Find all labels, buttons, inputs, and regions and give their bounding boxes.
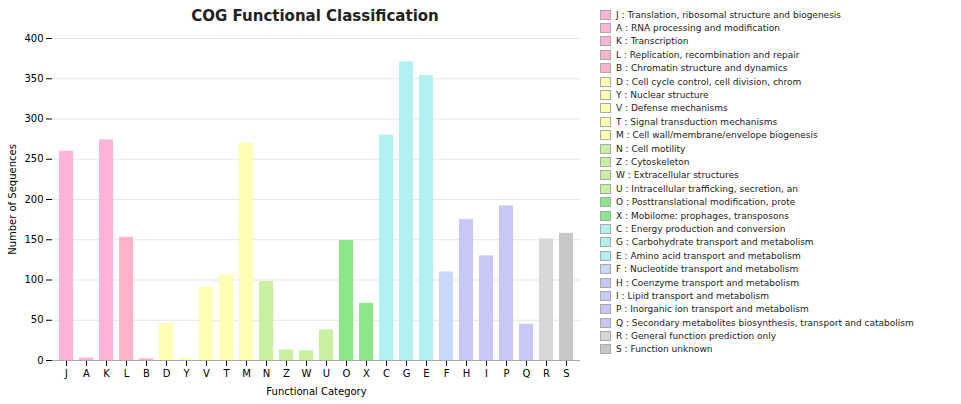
svg-text:W: W bbox=[302, 368, 312, 379]
svg-text:Functional Category: Functional Category bbox=[266, 386, 366, 397]
html-text:R : General function predictio: R : General function prediction only bbox=[616, 331, 776, 342]
html-text:P : Inorganic ion transport an: P : Inorganic ion transport and metaboli… bbox=[616, 304, 809, 315]
svg-text:L: L bbox=[124, 368, 130, 379]
svg-text:T: T bbox=[222, 368, 230, 379]
html-text:V : Defense mechanisms: V : Defense mechanisms bbox=[616, 103, 728, 114]
svg-text:H: H bbox=[463, 368, 471, 379]
html-text:L : Replication, recombination: L : Replication, recombination and repai… bbox=[616, 49, 800, 60]
svg-text:N: N bbox=[263, 368, 270, 379]
html-text:M : Cell wall/membrane/envelop: M : Cell wall/membrane/envelope biogenes… bbox=[616, 130, 818, 141]
html-text:I : Lipid transport and metabo: I : Lipid transport and metabolism bbox=[616, 290, 769, 301]
svg-text:M: M bbox=[242, 368, 251, 379]
svg-text:100: 100 bbox=[24, 274, 43, 285]
svg-text:Z: Z bbox=[283, 368, 290, 379]
html-text:T : Signal transduction mechan: T : Signal transduction mechanisms bbox=[616, 116, 778, 127]
html-text:Z : Cytoskeleton: Z : Cytoskeleton bbox=[616, 157, 690, 167]
svg-text:K: K bbox=[103, 368, 110, 379]
html-text:O : Posttranslational modifica: O : Posttranslational modification, prot… bbox=[616, 197, 796, 208]
svg-text:300: 300 bbox=[24, 113, 43, 124]
html-text:G : Carbohydrate transport and: G : Carbohydrate transport and metabolis… bbox=[616, 237, 814, 248]
svg-text:V: V bbox=[203, 368, 210, 379]
svg-text:U: U bbox=[323, 368, 330, 379]
svg-text:I: I bbox=[485, 368, 488, 379]
svg-text:0: 0 bbox=[37, 355, 43, 366]
html-text:F : Nucleotide transport and m: F : Nucleotide transport and metabolism bbox=[616, 264, 799, 275]
html-text:E : Amino acid transport and m: E : Amino acid transport and metabolism bbox=[616, 250, 801, 261]
svg-text:400: 400 bbox=[24, 33, 43, 44]
svg-text:O: O bbox=[343, 368, 351, 379]
svg-text:C: C bbox=[383, 368, 390, 379]
svg-text:S: S bbox=[563, 368, 569, 379]
svg-text:X: X bbox=[363, 368, 370, 379]
html-text:W : Extracellular structures: W : Extracellular structures bbox=[616, 170, 739, 181]
svg-text:F: F bbox=[444, 368, 450, 379]
html-text:U : Intracellular trafficking,: U : Intracellular trafficking, secretion… bbox=[616, 183, 798, 194]
html-text:X : Mobilome: prophages, trans: X : Mobilome: prophages, transposons bbox=[616, 210, 789, 221]
svg-text:R: R bbox=[543, 368, 550, 379]
svg-text:J: J bbox=[64, 368, 68, 379]
html-text:N : Cell motility: N : Cell motility bbox=[616, 143, 686, 154]
html-text:S : Function unknown: S : Function unknown bbox=[616, 344, 713, 355]
html-text:COG Functional Classification: COG Functional Classification bbox=[191, 7, 439, 25]
svg-text:A: A bbox=[83, 368, 90, 379]
svg-text:200: 200 bbox=[24, 194, 43, 205]
svg-text:50: 50 bbox=[31, 314, 44, 325]
svg-text:G: G bbox=[403, 368, 411, 379]
svg-text:E: E bbox=[423, 368, 429, 379]
svg-text:Q: Q bbox=[523, 368, 531, 379]
svg-text:P: P bbox=[503, 368, 509, 379]
html-text:J : Translation, ribosomal str: J : Translation, ribosomal structure and… bbox=[616, 9, 841, 20]
html-text:Q : Secondary metabolites bios: Q : Secondary metabolites biosynthesis, … bbox=[616, 317, 914, 328]
html-text:H : Coenzyme transport and met: H : Coenzyme transport and metabolism bbox=[616, 277, 799, 288]
html-text:C : Energy production and conv: C : Energy production and conversion bbox=[616, 223, 786, 234]
html-text:D : Cell cycle control, cell d: D : Cell cycle control, cell division, c… bbox=[616, 76, 802, 87]
html-text:K : Transcription: K : Transcription bbox=[616, 36, 689, 47]
svg-text:D: D bbox=[163, 368, 171, 379]
html-text:B : Chromatin structure and dy: B : Chromatin structure and dynamics bbox=[616, 63, 788, 74]
svg-text:350: 350 bbox=[24, 73, 43, 84]
svg-text:Y: Y bbox=[182, 368, 190, 379]
html-text:A : RNA processing and modific: A : RNA processing and modification bbox=[616, 23, 780, 34]
svg-text:150: 150 bbox=[24, 234, 43, 245]
svg-text:250: 250 bbox=[24, 153, 43, 164]
html-text:Y : Nuclear structure: Y : Nuclear structure bbox=[616, 90, 709, 100]
svg-text:Number of Sequences: Number of Sequences bbox=[7, 144, 18, 255]
svg-text:B: B bbox=[143, 368, 150, 379]
